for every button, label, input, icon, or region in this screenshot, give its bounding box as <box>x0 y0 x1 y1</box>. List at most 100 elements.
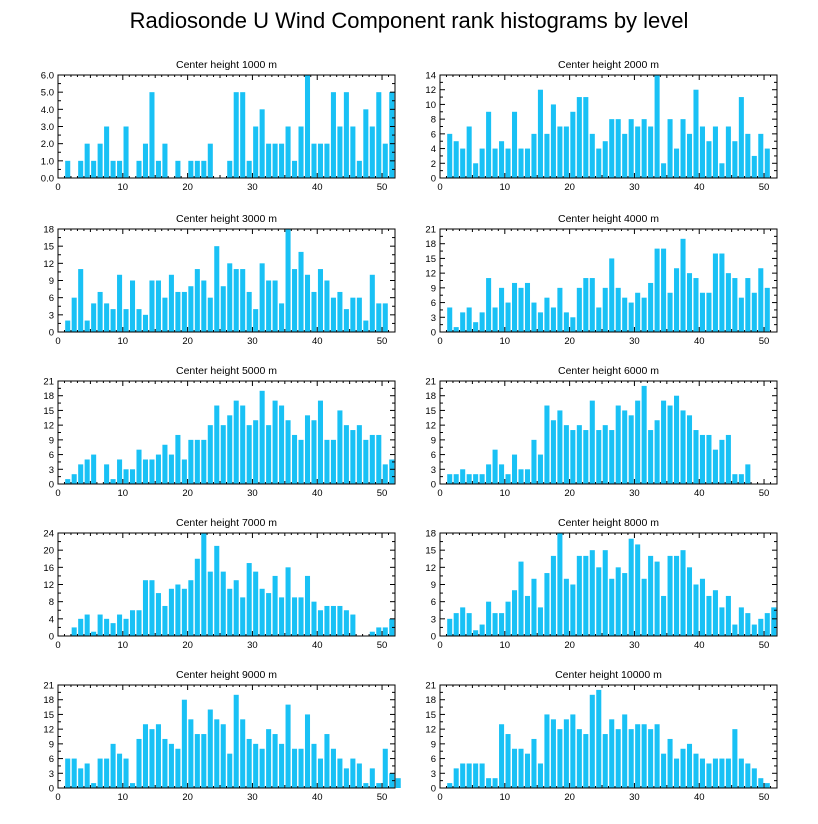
bar <box>91 454 97 484</box>
bar <box>466 307 472 332</box>
bar <box>667 292 673 332</box>
bar <box>712 253 718 332</box>
bar <box>706 292 712 332</box>
bar <box>531 439 537 484</box>
bar <box>304 415 311 484</box>
bar <box>712 590 718 636</box>
y-tick-label: 9 <box>431 283 436 294</box>
bar <box>240 405 246 484</box>
x-tick-label: 0 <box>437 640 442 651</box>
bar <box>719 439 725 484</box>
bar <box>732 729 738 788</box>
bar <box>324 605 330 636</box>
bar <box>279 405 285 484</box>
bar <box>570 430 576 484</box>
y-tick-label: 2.0 <box>41 139 54 150</box>
bar <box>220 286 226 332</box>
bar <box>719 758 725 788</box>
bar <box>155 724 161 788</box>
y-tick-label: 0 <box>49 632 54 643</box>
bar <box>596 430 602 484</box>
bar <box>207 425 213 484</box>
bar <box>84 459 90 484</box>
bar <box>97 143 103 178</box>
bar <box>130 280 136 332</box>
bar <box>486 601 492 636</box>
bar <box>188 580 194 636</box>
bar <box>453 474 459 484</box>
y-tick-label: 0 <box>431 174 436 185</box>
x-tick-label: 10 <box>118 792 129 803</box>
bar <box>466 126 472 178</box>
bar <box>363 320 369 332</box>
bar <box>201 734 207 788</box>
y-tick-label: 21 <box>43 377 54 388</box>
bar <box>699 292 705 332</box>
y-tick-label: 0 <box>431 328 436 339</box>
x-tick-label: 30 <box>629 792 640 803</box>
x-tick-label: 0 <box>55 336 60 347</box>
x-tick-label: 40 <box>312 640 323 651</box>
bar <box>233 580 239 636</box>
panel-3: Center height 3000 m 0 10 20 30 40 50 0 3 6 9 12 15 1… <box>43 213 396 347</box>
bar <box>233 269 239 332</box>
bar <box>259 748 265 788</box>
bar <box>220 724 226 788</box>
bar <box>136 449 142 484</box>
bar <box>240 92 246 178</box>
y-tick-label: 14 <box>425 71 436 82</box>
bar <box>253 420 259 484</box>
x-tick-label: 40 <box>312 182 323 193</box>
y-tick-label: 3 <box>49 769 54 780</box>
bar <box>557 126 563 178</box>
bar <box>175 291 181 332</box>
x-tick-label: 30 <box>247 792 258 803</box>
bar <box>492 613 498 636</box>
bar <box>233 694 239 788</box>
bar <box>745 763 751 788</box>
bar <box>473 630 479 636</box>
y-tick-label: 15 <box>425 254 436 265</box>
bar <box>343 425 349 484</box>
bar <box>240 269 246 332</box>
bar <box>123 469 129 484</box>
bar <box>130 469 136 484</box>
bar <box>350 758 356 788</box>
y-tick-label: 12 <box>425 725 436 736</box>
bar <box>84 143 90 178</box>
bar <box>240 719 246 788</box>
bar <box>168 454 174 484</box>
bar <box>162 143 168 178</box>
panel-8: Center height 8000 m 0 10 20 30 40 50 0 3 6 9 12 15 1… <box>425 517 778 651</box>
bar <box>589 400 595 484</box>
bar <box>123 309 129 332</box>
bar <box>479 763 485 788</box>
bar <box>531 133 537 178</box>
y-tick-label: 18 <box>425 239 436 250</box>
y-tick-label: 9 <box>49 435 54 446</box>
bar <box>686 273 693 332</box>
bar <box>162 297 168 332</box>
bar <box>706 434 712 484</box>
bar <box>272 143 278 178</box>
y-tick-label: 3 <box>431 465 436 476</box>
bar <box>78 269 84 332</box>
bar <box>389 92 395 178</box>
bar <box>453 768 459 788</box>
bar <box>155 454 161 484</box>
y-tick-label: 24 <box>43 529 54 540</box>
bar <box>622 714 628 788</box>
bar <box>596 148 602 178</box>
bar <box>615 405 621 484</box>
bar <box>350 126 356 178</box>
bar <box>758 133 764 178</box>
bar <box>719 163 725 178</box>
x-tick-label: 0 <box>55 792 60 803</box>
panel-7: Center height 7000 m 0 10 20 30 40 50 0 4 8 12 16 20… <box>43 517 396 651</box>
bar <box>376 434 382 484</box>
bar <box>201 280 207 332</box>
bar <box>486 111 492 178</box>
y-tick-label: 6 <box>431 450 436 461</box>
bar <box>272 734 278 788</box>
bar <box>149 580 155 636</box>
